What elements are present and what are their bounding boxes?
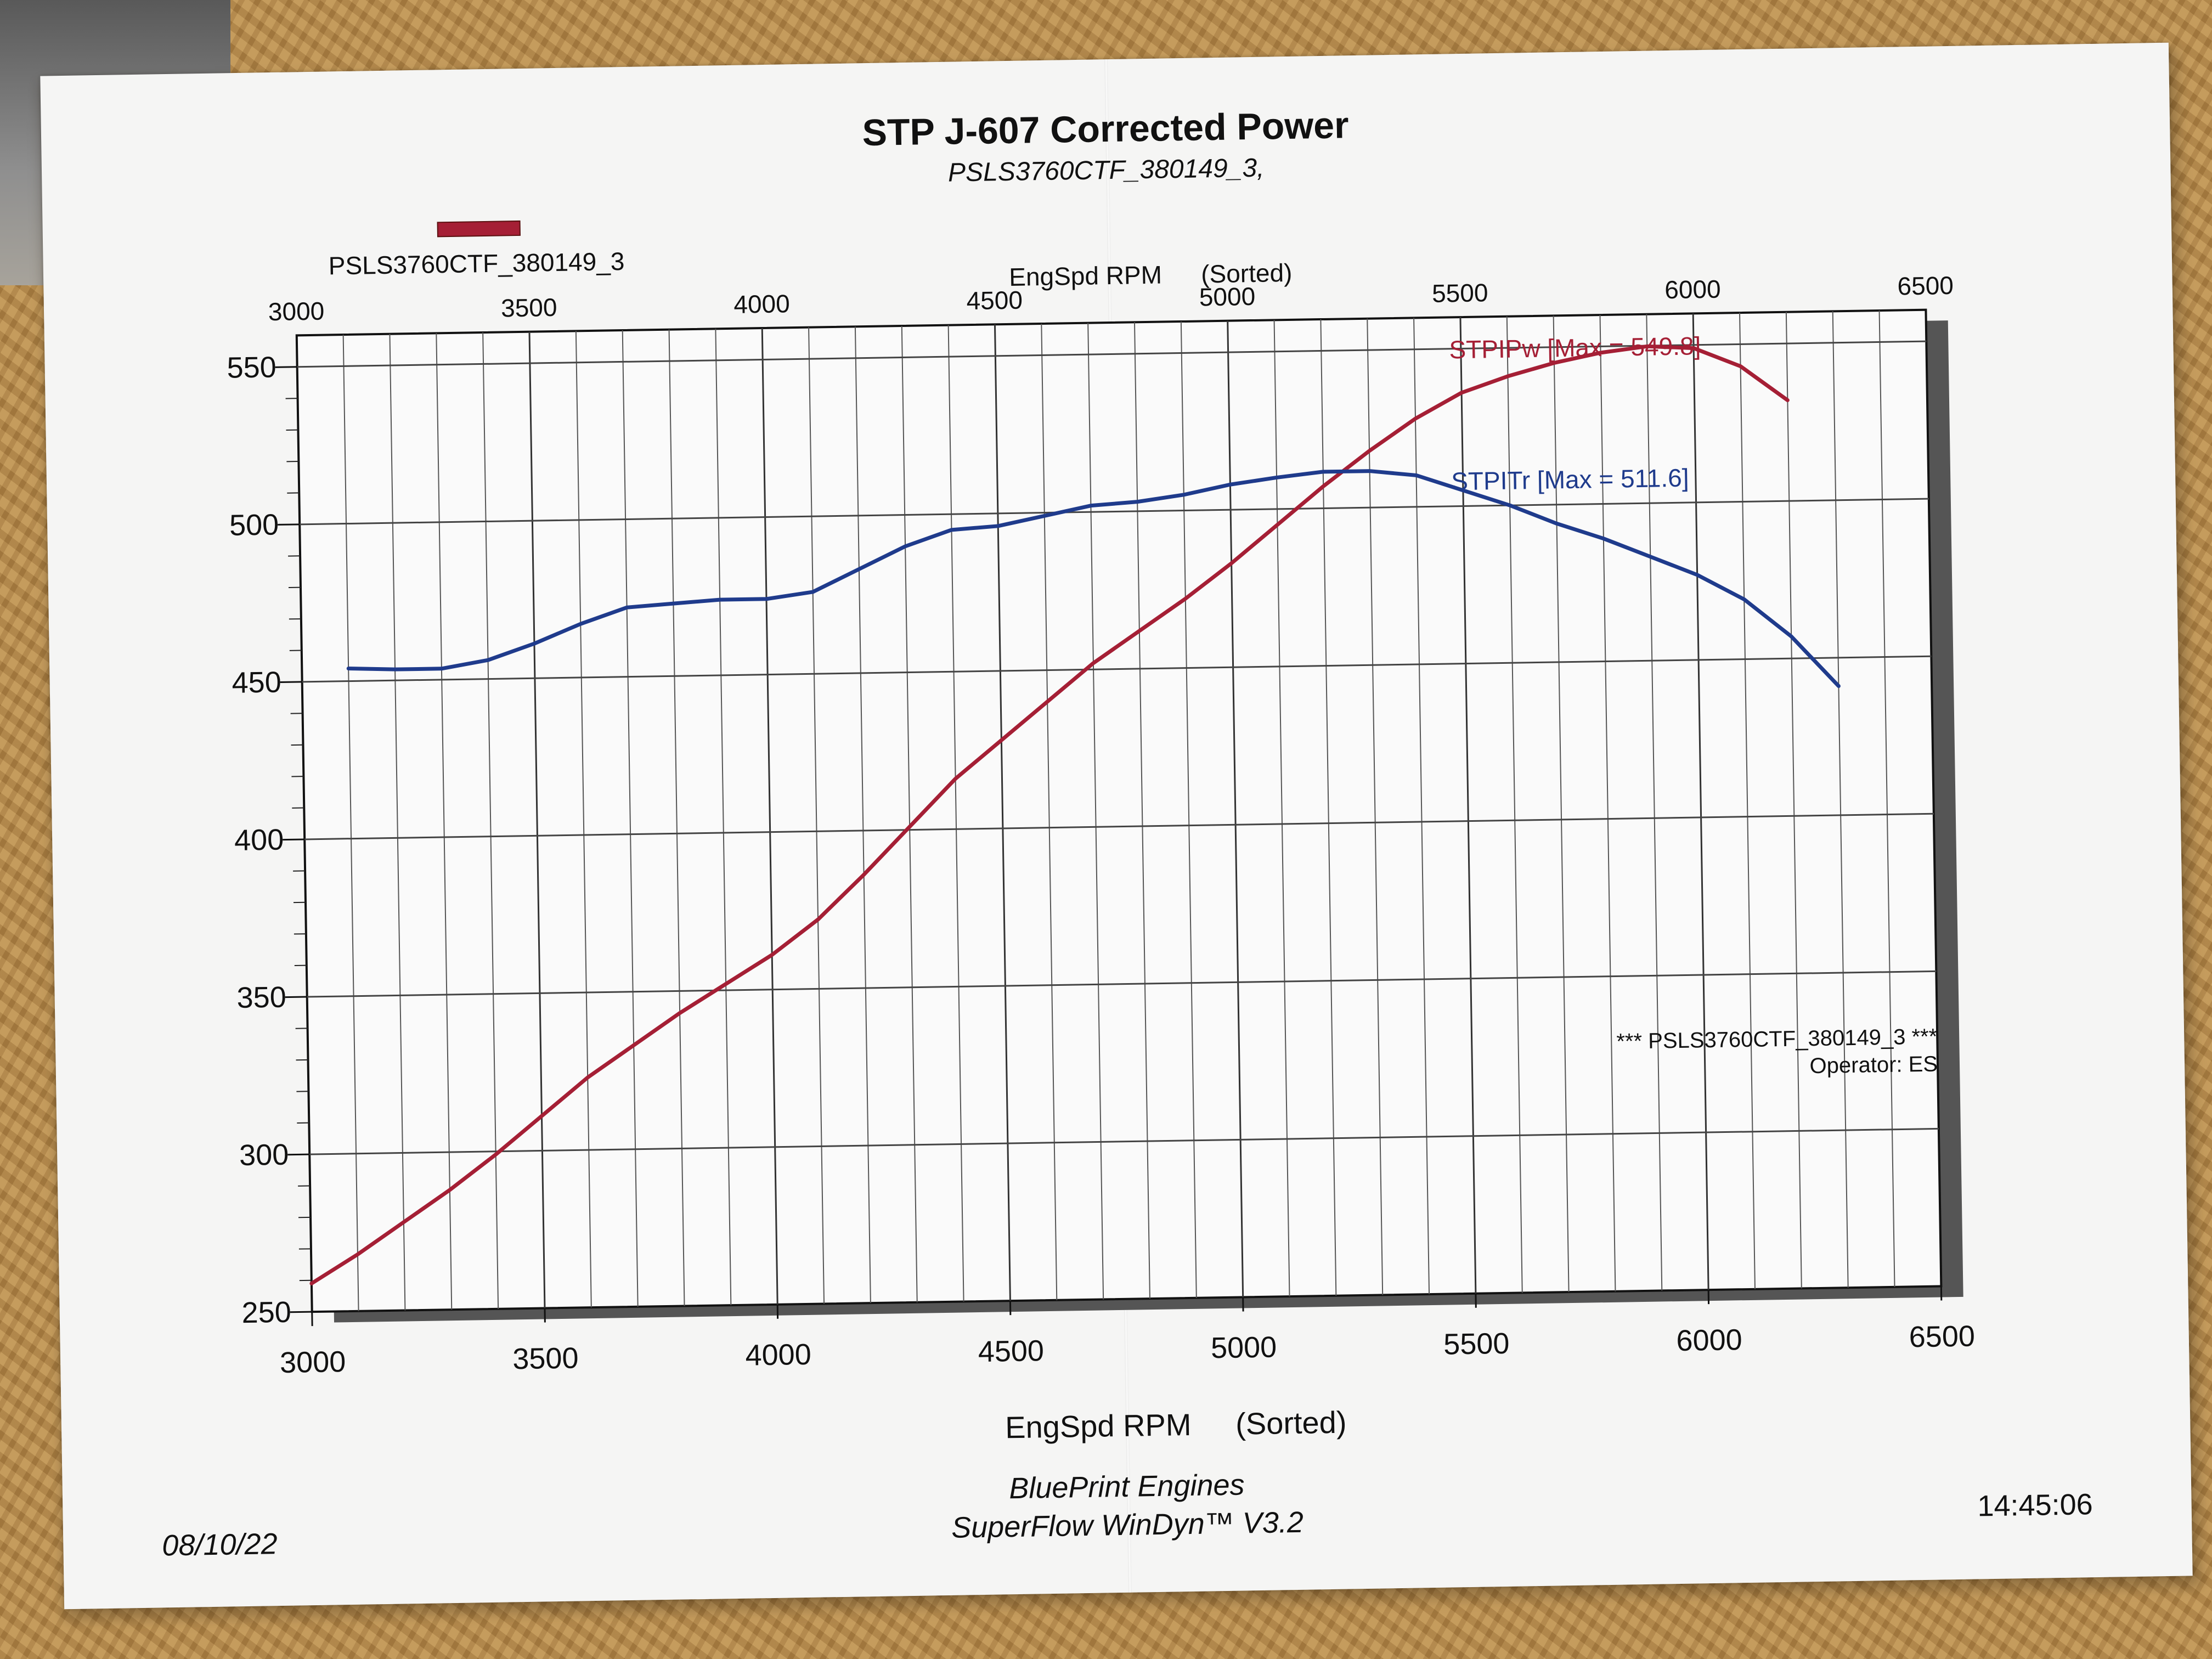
dyno-printout-sheet: 3000 3000 3500 3500 4000 4000 4500 4500 5000 5000… bbox=[40, 42, 2193, 1610]
x-tick-label-top: 4500 bbox=[966, 286, 1023, 315]
grid-line-vertical bbox=[1459, 317, 1477, 1294]
x-tick-label-bottom: 6000 bbox=[1676, 1323, 1742, 1357]
y-tick-label: 500 bbox=[229, 508, 279, 541]
grid-line-vertical bbox=[1320, 319, 1337, 1296]
run-note-line1: *** PSLS3760CTF_380149_3 *** bbox=[1616, 1025, 1937, 1054]
grid-line-vertical bbox=[854, 326, 871, 1304]
grid-layer bbox=[285, 311, 1939, 1311]
grid-line-vertical bbox=[715, 329, 732, 1306]
top-axis-label: EngSpd RPM bbox=[1009, 261, 1162, 291]
grid-line-vertical bbox=[1041, 324, 1058, 1300]
y-tick-label: 400 bbox=[234, 823, 284, 857]
grid-line-vertical bbox=[1087, 323, 1104, 1300]
grid-line-vertical bbox=[947, 325, 964, 1302]
tick-labels-layer: 3000 3000 3500 3500 4000 4000 4500 4500 5000 5000… bbox=[227, 271, 1975, 1379]
x-tick-label-top: 5000 bbox=[1199, 282, 1255, 312]
grid-line-vertical bbox=[808, 327, 825, 1304]
series-label-torque: STPITr [Max = 511.6] bbox=[1451, 464, 1689, 496]
grid-line-vertical bbox=[901, 326, 918, 1302]
x-tick-label-top: 6000 bbox=[1664, 275, 1721, 304]
x-tick-label-bottom: 5500 bbox=[1443, 1327, 1510, 1361]
grid-line-vertical bbox=[436, 333, 453, 1310]
grid-line-vertical bbox=[761, 328, 778, 1305]
plot-frame bbox=[295, 308, 1943, 1313]
grid-line-horizontal bbox=[302, 655, 1932, 683]
x-tick-label-bottom: 4500 bbox=[978, 1334, 1044, 1368]
y-tick-label: 550 bbox=[227, 351, 276, 384]
y-major-tick bbox=[283, 838, 305, 841]
footer-company: BluePrint Engines bbox=[1009, 1468, 1245, 1505]
x-tick-label-bottom: 4000 bbox=[745, 1338, 811, 1372]
grid-line-vertical bbox=[1367, 318, 1384, 1295]
grid-line-vertical bbox=[1413, 318, 1430, 1295]
grid-line-vertical bbox=[1553, 315, 1570, 1293]
grid-line-vertical bbox=[1739, 313, 1756, 1289]
x-tick-label-bottom: 6500 bbox=[1909, 1320, 1975, 1354]
series-layer bbox=[309, 344, 1841, 1285]
grid-line-vertical bbox=[528, 331, 546, 1308]
grid-line-vertical bbox=[1599, 315, 1616, 1291]
x-tick-label-bottom: 5000 bbox=[1211, 1331, 1277, 1365]
y-tick-label: 250 bbox=[241, 1296, 291, 1329]
legend-label: PSLS3760CTF_380149_3 bbox=[328, 247, 624, 280]
series-line-stpitr bbox=[346, 469, 1841, 689]
grid-line-vertical bbox=[1506, 316, 1523, 1293]
grid-line-vertical bbox=[1180, 321, 1197, 1298]
grid-line-vertical bbox=[1832, 311, 1849, 1288]
x-tick-label-bottom: 3500 bbox=[512, 1342, 579, 1376]
y-major-tick bbox=[275, 366, 297, 368]
grid-line-vertical bbox=[482, 332, 499, 1309]
y-major-tick bbox=[287, 1153, 310, 1156]
series-label-power: STPIPw [Max = 549.8] bbox=[1449, 331, 1701, 364]
series-line-stpipw bbox=[309, 344, 1790, 1285]
grid-line-vertical bbox=[668, 329, 685, 1306]
y-major-tick bbox=[278, 523, 300, 526]
run-note-line2: Operator: ES bbox=[1809, 1052, 1938, 1079]
x-tick-label-top: 3000 bbox=[268, 297, 325, 326]
grid-line-horizontal bbox=[304, 812, 1934, 840]
grid-line-vertical bbox=[1785, 312, 1802, 1289]
grid-line-horizontal bbox=[309, 1127, 1939, 1155]
x-tick-label-top: 4000 bbox=[733, 289, 790, 319]
grid-line-vertical bbox=[1273, 320, 1290, 1297]
plot-area bbox=[295, 308, 1943, 1313]
print-date: 08/10/22 bbox=[162, 1527, 278, 1562]
grid-line-vertical bbox=[1134, 322, 1150, 1299]
grid-line-vertical bbox=[575, 331, 592, 1308]
grid-line-vertical bbox=[389, 334, 406, 1311]
grid-line-vertical bbox=[1692, 313, 1709, 1290]
top-axis-label-suffix: (Sorted) bbox=[1201, 258, 1293, 289]
bottom-axis-label-suffix: (Sorted) bbox=[1235, 1405, 1347, 1441]
chart-subtitle: PSLS3760CTF_380149_3, bbox=[948, 154, 1265, 188]
legend-swatch bbox=[437, 220, 521, 238]
grid-line-vertical bbox=[342, 335, 359, 1311]
grid-line-vertical bbox=[994, 324, 1011, 1301]
grid-line-vertical bbox=[1646, 314, 1663, 1291]
grid-line-vertical bbox=[622, 330, 639, 1307]
dyno-chart: 3000300035003500400040004500450050005000… bbox=[162, 104, 2093, 1562]
x-tick-label-bottom: 3000 bbox=[280, 1345, 346, 1379]
grid-line-horizontal bbox=[300, 498, 1929, 526]
chart-title: STP J-607 Corrected Power bbox=[862, 104, 1349, 154]
bottom-axis-label: EngSpd RPM bbox=[1005, 1407, 1192, 1444]
grid-line-horizontal bbox=[307, 970, 1937, 998]
footer-software: SuperFlow WinDyn™ V3.2 bbox=[951, 1506, 1304, 1544]
grid-line-vertical bbox=[1878, 311, 1895, 1287]
y-tick-label: 300 bbox=[239, 1138, 289, 1172]
x-tick-label-top: 6500 bbox=[1897, 271, 1954, 301]
print-time: 14:45:06 bbox=[1977, 1488, 2093, 1522]
x-tick-label-top: 5500 bbox=[1432, 278, 1488, 308]
y-tick-label: 450 bbox=[232, 665, 281, 699]
x-tick-label-top: 3500 bbox=[501, 293, 557, 323]
y-tick-label: 350 bbox=[236, 981, 286, 1014]
